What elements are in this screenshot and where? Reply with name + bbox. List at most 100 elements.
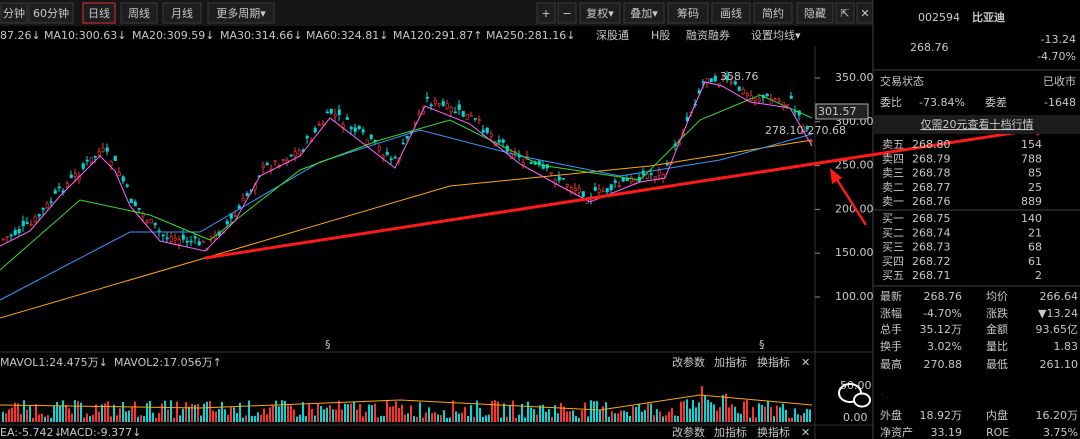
ma-legend: MA60:324.81↓ bbox=[306, 29, 388, 42]
volume-bar bbox=[155, 417, 157, 422]
candle-body bbox=[573, 187, 577, 192]
tool-button[interactable] bbox=[536, 2, 556, 24]
volume-bar bbox=[527, 401, 529, 422]
book-label: 卖四 bbox=[882, 152, 904, 165]
book-price: 268.74 bbox=[912, 226, 951, 239]
volume-bar bbox=[269, 407, 271, 422]
tool-button-label[interactable]: 简约 bbox=[762, 6, 784, 20]
stat-label: 最高 bbox=[880, 357, 902, 371]
pane-button[interactable]: 改参数 bbox=[672, 425, 705, 439]
ma-link[interactable]: 深股通 bbox=[596, 29, 629, 42]
period-tab-label[interactable]: 日线 bbox=[88, 6, 110, 20]
pane-button[interactable]: 换指标 bbox=[757, 355, 790, 369]
status-value: 已收市 bbox=[1043, 74, 1076, 88]
volume-bar bbox=[440, 415, 442, 422]
tool-button-label[interactable]: 叠加▾ bbox=[630, 7, 658, 20]
volume-bar bbox=[209, 401, 211, 422]
stock-name: 比亚迪 bbox=[972, 10, 1005, 24]
tool-button[interactable] bbox=[835, 2, 855, 24]
period-tab[interactable] bbox=[207, 2, 275, 24]
candle-body bbox=[29, 223, 33, 226]
volume-bar bbox=[110, 416, 112, 422]
candle-body bbox=[721, 77, 725, 80]
volume-bar bbox=[368, 404, 370, 422]
stat-label: 涨跌 bbox=[986, 306, 1008, 320]
pane-button[interactable]: 换指标 bbox=[757, 425, 790, 439]
tool-button-label[interactable]: ⇱ bbox=[840, 7, 849, 20]
volume-bar bbox=[497, 401, 499, 422]
period-tab-label[interactable]: 月线 bbox=[171, 6, 193, 20]
tool-button[interactable] bbox=[667, 2, 709, 24]
candle-body bbox=[757, 98, 761, 102]
ma-link[interactable]: 融资融券 bbox=[686, 28, 730, 42]
period-tab-label[interactable]: 周线 bbox=[128, 6, 150, 20]
candle-body bbox=[557, 176, 561, 181]
pane-button[interactable]: 加指标 bbox=[714, 425, 747, 439]
stat-label: 总手 bbox=[880, 322, 902, 336]
tool-button[interactable] bbox=[579, 2, 621, 24]
candle-body bbox=[765, 93, 769, 96]
candle-body bbox=[337, 109, 341, 116]
price-axis-label: 250.00 bbox=[835, 159, 874, 172]
volume-bar bbox=[251, 416, 253, 422]
book-label: 买二 bbox=[882, 226, 904, 239]
period-tab[interactable] bbox=[28, 2, 74, 24]
volume-bar bbox=[506, 416, 508, 422]
book-label: 卖二 bbox=[882, 181, 904, 194]
tool-button[interactable] bbox=[856, 2, 874, 24]
tool-button[interactable] bbox=[796, 2, 834, 24]
volume-bar bbox=[146, 403, 148, 422]
period-tab[interactable] bbox=[82, 2, 116, 24]
candle-body bbox=[41, 207, 45, 210]
period-tab[interactable] bbox=[162, 2, 202, 24]
book-price: 268.72 bbox=[912, 255, 951, 268]
ratio-value: -1648 bbox=[1044, 96, 1076, 109]
tool-button-label[interactable]: 复权▾ bbox=[586, 6, 614, 20]
volume-bar bbox=[35, 404, 37, 422]
volume-bar bbox=[245, 415, 247, 422]
tool-button-label[interactable]: 画线 bbox=[720, 6, 742, 20]
period-tab[interactable] bbox=[120, 2, 158, 24]
tool-button-label[interactable]: ✕ bbox=[860, 7, 869, 20]
pane-button[interactable]: ✕ bbox=[801, 356, 810, 369]
promo-link[interactable]: 仅需20元查看十档行情 bbox=[921, 117, 1034, 131]
tool-button-label[interactable]: 筹码 bbox=[677, 6, 699, 20]
tool-button-label[interactable]: − bbox=[562, 7, 571, 20]
period-tab-label[interactable]: 分钟 bbox=[3, 6, 25, 20]
tool-button[interactable] bbox=[753, 2, 793, 24]
period-tab[interactable] bbox=[0, 2, 28, 24]
volume-legend: MAVOL1:24.475万↓ bbox=[0, 356, 108, 369]
volume-bar bbox=[44, 416, 46, 422]
ma-legend: MA120:291.87↑ bbox=[393, 29, 482, 42]
volume-bar bbox=[116, 415, 118, 422]
volume-bar bbox=[215, 411, 217, 422]
candle-body bbox=[473, 118, 477, 120]
ma-link[interactable]: H股 bbox=[651, 29, 670, 42]
volume-bar bbox=[431, 413, 433, 422]
volume-bar bbox=[518, 414, 520, 422]
volume-bar bbox=[779, 407, 781, 422]
tool-button[interactable] bbox=[557, 2, 577, 24]
volume-bar bbox=[272, 405, 274, 422]
pane-button[interactable]: 加指标 bbox=[714, 355, 747, 369]
volume-bar bbox=[803, 413, 805, 422]
stat-value: 268.76 bbox=[924, 290, 963, 303]
stat-label: 净资产 bbox=[880, 425, 913, 439]
tool-button[interactable] bbox=[623, 2, 665, 24]
book-volume: 154 bbox=[1021, 138, 1042, 151]
volume-bar bbox=[308, 404, 310, 422]
ma-link[interactable]: 设置均线▾ bbox=[751, 28, 801, 42]
pane-button[interactable]: ✕ bbox=[801, 426, 810, 439]
pane-button[interactable]: 改参数 bbox=[672, 355, 705, 369]
period-tab-label[interactable]: 60分钟 bbox=[33, 6, 69, 20]
candle-body bbox=[201, 241, 205, 243]
volume-bar bbox=[320, 406, 322, 422]
volume-bar bbox=[353, 402, 355, 422]
tool-button-label[interactable]: 隐藏 bbox=[804, 7, 826, 20]
period-tab-label[interactable]: 更多周期▾ bbox=[216, 6, 266, 20]
volume-bar bbox=[386, 400, 388, 422]
tool-button[interactable] bbox=[711, 2, 751, 24]
moving-average bbox=[0, 81, 813, 252]
tool-button-label[interactable]: + bbox=[541, 7, 550, 20]
